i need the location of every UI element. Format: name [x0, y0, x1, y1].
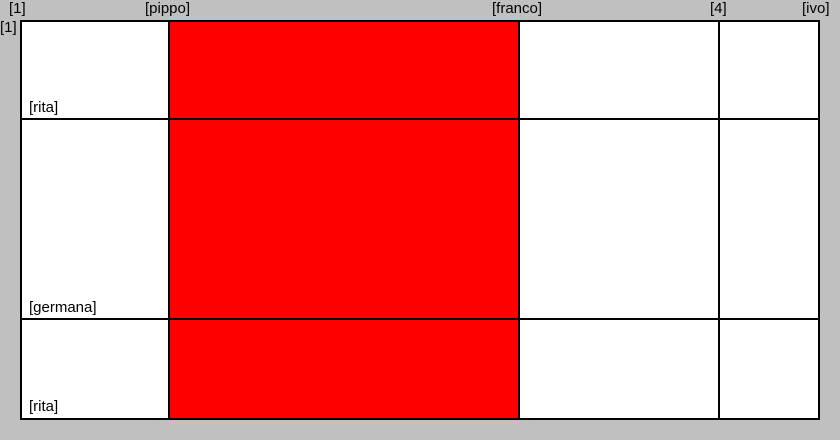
row-label-1: [1] [0, 19, 17, 36]
row-label-rita-bottom: [rita] [29, 398, 59, 415]
highlighted-column [169, 20, 519, 420]
grid-line-vertical [518, 20, 520, 420]
column-label-franco: [franco] [492, 0, 543, 17]
column-label-ivo: [ivo] [802, 0, 830, 17]
column-label-4: [4] [710, 0, 727, 17]
column-label-1: [1] [9, 0, 26, 17]
row-label-rita: [rita] [29, 99, 59, 116]
row-label-germana: [germana] [29, 299, 97, 316]
grid-line-horizontal [20, 118, 820, 120]
grid-line-vertical [718, 20, 720, 420]
grid-border [20, 20, 820, 420]
column-label-pippo: [pippo] [145, 0, 191, 17]
grid-line-vertical [168, 20, 170, 420]
grid-line-horizontal [20, 318, 820, 320]
grid: [rita] [germana] [rita] [20, 20, 820, 420]
